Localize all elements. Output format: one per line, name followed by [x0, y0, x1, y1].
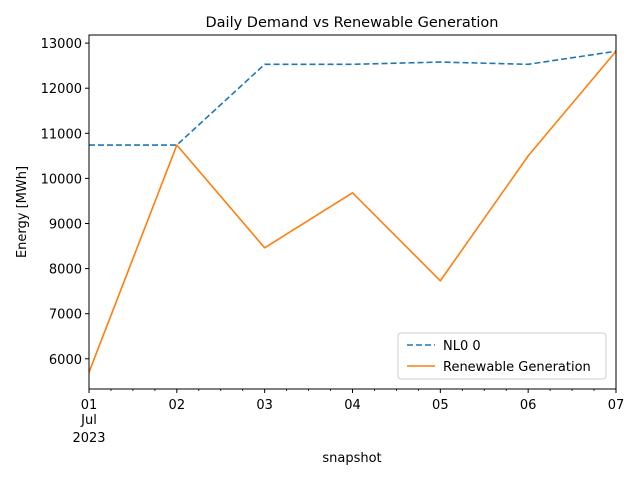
y-tick-label: 11000: [41, 127, 82, 142]
plot-frame: [88, 34, 617, 390]
x-tick-label: 03: [256, 398, 273, 413]
y-tick-label: 9000: [49, 217, 82, 232]
x-axis-label: snapshot: [322, 451, 381, 466]
y-tick-label: 6000: [49, 353, 82, 368]
y-axis-ticks: 6000 7000 8000 9000 10000 11000 12000 13000: [41, 37, 89, 368]
series-line-renewable-generation: [88, 50, 617, 373]
y-tick-label: 8000: [49, 263, 82, 278]
x-tick-year-label: 2023: [72, 431, 105, 446]
legend-label: NL0 0: [443, 339, 481, 354]
x-axis-ticks: 01 02 03 04 05 06 07 Jul 2023: [72, 389, 624, 446]
x-tick-label: 01: [81, 398, 98, 413]
chart-title: Daily Demand vs Renewable Generation: [206, 15, 499, 31]
y-tick-label: 12000: [41, 82, 82, 97]
legend: NL0 0 Renewable Generation: [397, 332, 607, 380]
x-tick-label: 07: [608, 398, 625, 413]
legend-label: Renewable Generation: [443, 360, 591, 375]
y-tick-label: 13000: [41, 37, 82, 52]
x-tick-label: 06: [520, 398, 537, 413]
x-tick-label: 04: [344, 398, 361, 413]
y-tick-label: 7000: [49, 308, 82, 323]
y-tick-label: 10000: [41, 172, 82, 187]
y-axis-label: Energy [MWh]: [15, 166, 30, 258]
legend-box: [397, 332, 607, 380]
series-lines: [88, 50, 617, 373]
x-tick-label: 02: [169, 398, 186, 413]
x-tick-label: 05: [432, 398, 449, 413]
series-line-nl0-0: [89, 50, 617, 146]
x-tick-month-label: Jul: [80, 413, 97, 428]
